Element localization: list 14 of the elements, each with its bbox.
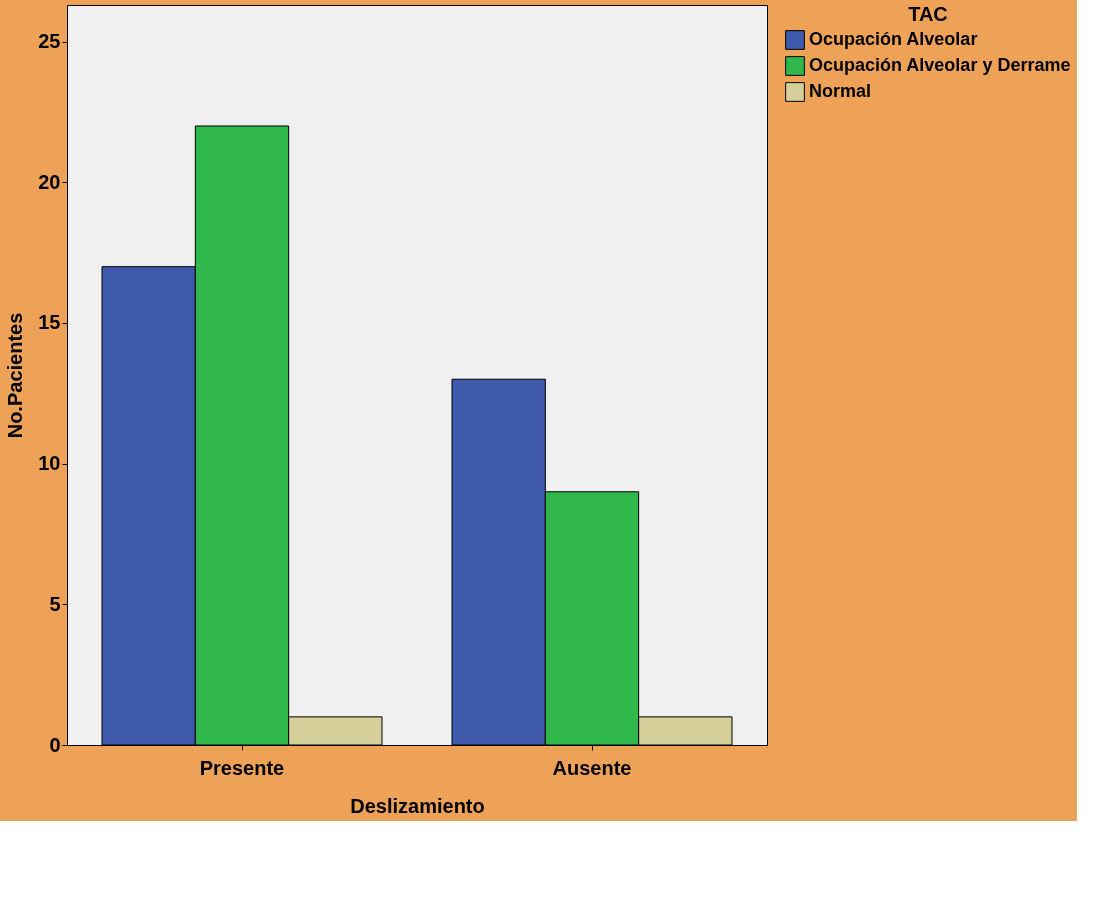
x-tick-label: Presente [199,756,285,779]
y-tick-label: 20 [38,170,61,193]
y-tick-label: 0 [49,733,61,756]
legend-label: Ocupación Alveolar y Derrame [809,55,1071,75]
x-tick-label: Ausente [552,756,632,779]
y-axis-title: No.Pacientes [4,312,27,439]
x-axis-title: Deslizamiento [350,794,485,817]
y-tick-label: 15 [38,311,61,334]
y-tick-label: 10 [38,452,61,475]
legend-label: Normal [809,81,872,101]
y-tick-label: 5 [49,592,61,615]
legend-title: TAC [908,3,948,25]
legend-label: Ocupación Alveolar [809,29,978,49]
y-tick-label: 25 [38,30,61,53]
